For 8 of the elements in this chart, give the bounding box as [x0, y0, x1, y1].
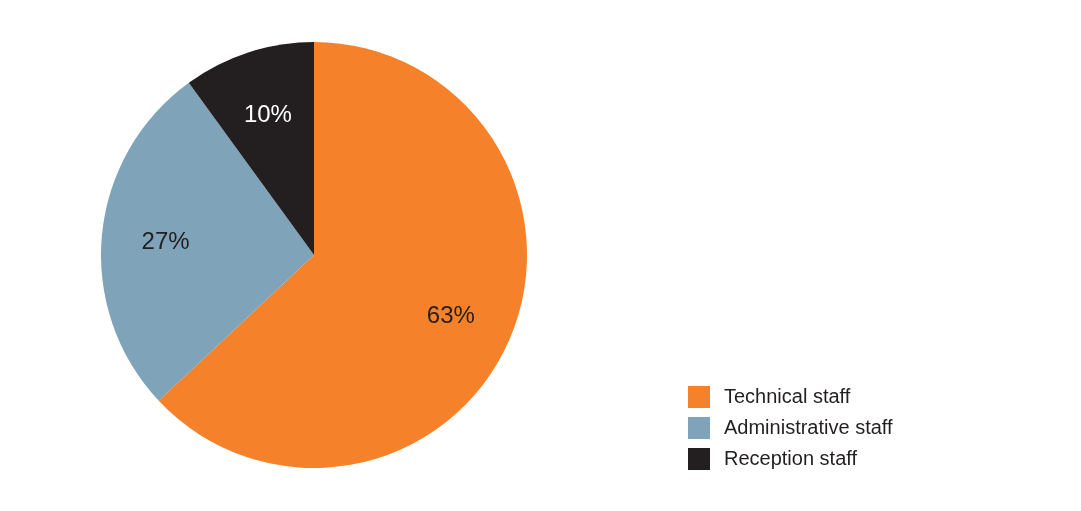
data-label: 27%	[141, 227, 190, 255]
legend-label: Administrative staff	[724, 416, 893, 439]
data-label: 63%	[426, 300, 475, 328]
pie-slice	[101, 82, 314, 401]
legend-label: Reception staff	[724, 447, 858, 470]
pie-slice	[188, 42, 314, 255]
data-label: 10%	[243, 99, 292, 127]
legend-label: Technical staff	[724, 385, 851, 408]
